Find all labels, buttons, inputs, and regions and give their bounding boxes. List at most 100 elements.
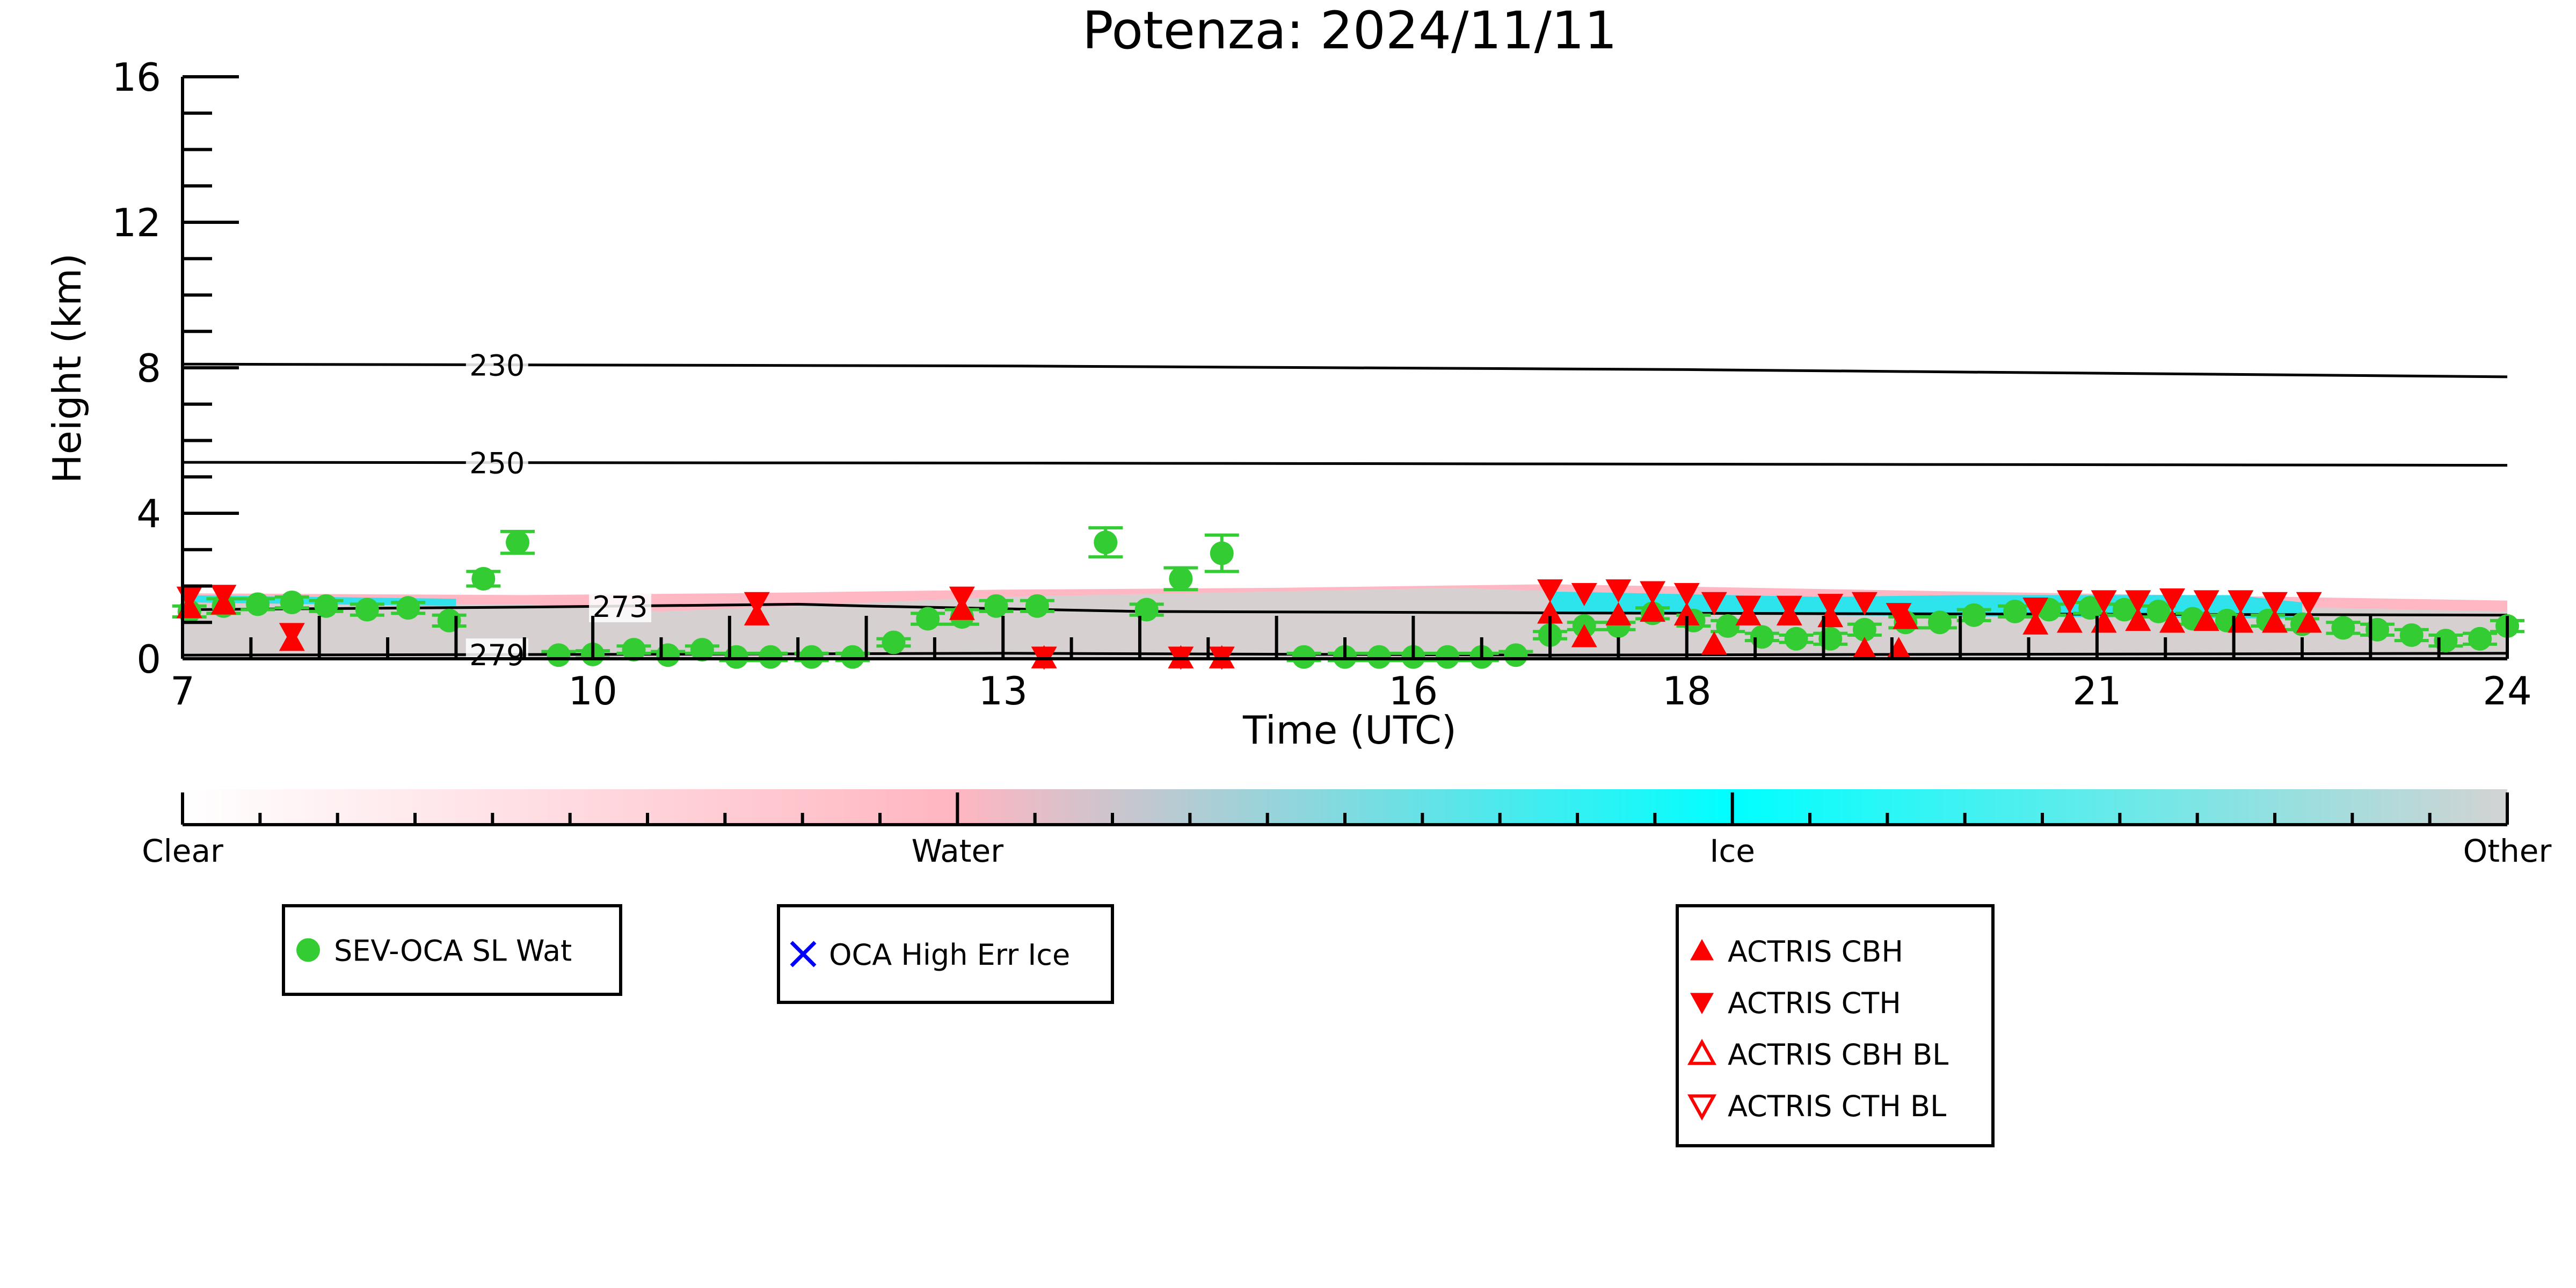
actris-cth-point <box>1851 592 1878 615</box>
x-tick-label: 7 <box>170 668 195 714</box>
legend-area: SEV-OCA SL Wat OCA High Err Ice ACTRIS CBH… <box>282 904 1995 1147</box>
sev-oca-sl-wat-point <box>314 594 338 618</box>
colorbar-label: Water <box>912 833 1004 869</box>
actris-cbh-point <box>1571 624 1597 647</box>
actris-cth-point <box>2022 597 2049 621</box>
x-tick-label: 13 <box>978 668 1028 714</box>
actris-cth-point <box>210 585 237 608</box>
sev-oca-sl-wat-point <box>2331 616 2355 640</box>
chart-title: Potenza: 2024/11/11 <box>1082 1 1617 61</box>
x-tick-label: 10 <box>568 668 617 714</box>
actris-cbh-point <box>1605 602 1632 625</box>
y-tick-label: 16 <box>112 55 161 100</box>
sev-oca-sl-wat-point <box>1094 530 1118 555</box>
sev-oca-sl-wat-point <box>882 630 906 654</box>
legend-label: OCA High Err Ice <box>829 938 1070 972</box>
sev-oca-sl-wat-point <box>1292 645 1316 669</box>
actris-cth-point <box>1673 583 1700 607</box>
isotherm-label-bg <box>465 446 528 479</box>
actris-cbh-point <box>2056 609 2083 633</box>
actris-cbh-point <box>2125 607 2151 631</box>
sev-oca-sl-wat-point <box>916 607 940 631</box>
isotherm-label-bg <box>589 590 652 622</box>
sev-oca-sl-wat-point <box>547 643 571 667</box>
colorbar-label: Ice <box>1709 833 1755 869</box>
actris-cbh-point <box>2022 611 2049 635</box>
sev-oca-sl-wat-point <box>1025 594 1049 618</box>
legend-box <box>777 904 1114 1004</box>
sev-oca-sl-wat-point <box>1169 566 1193 591</box>
legend-box <box>282 904 622 996</box>
sev-oca-sl-wat-point <box>841 645 865 669</box>
actris-cbh-point <box>2262 609 2288 633</box>
x-tick-label: 16 <box>1389 668 1438 714</box>
actris-cth-point <box>1776 595 1802 619</box>
actris-cth-point <box>2056 590 2083 614</box>
y-tick-label: 4 <box>136 491 161 536</box>
legend-label: ACTRIS CTH BL <box>1728 1089 1946 1123</box>
sev-oca-sl-wat-point <box>2112 598 2136 622</box>
legend-marker-triangle-down <box>1690 993 1714 1014</box>
y-tick-label: 8 <box>136 346 161 391</box>
actris-cth-point <box>2091 590 2117 614</box>
actris-cth-point <box>2125 590 2151 614</box>
actris-cth-point <box>1701 592 1727 615</box>
x-tick-label: 21 <box>2072 668 2122 714</box>
sev-oca-sl-wat-point <box>280 590 304 614</box>
actris-cth-point <box>744 592 770 615</box>
actris-cth-point <box>2296 592 2322 615</box>
actris-cth-point <box>279 623 305 646</box>
actris-cbh-point <box>2193 607 2220 631</box>
legend-label: SEV-OCA SL Wat <box>334 934 572 968</box>
isotherm-label: 230 <box>469 349 525 383</box>
isotherm-line <box>182 362 2508 379</box>
isotherm-label-bg <box>465 638 528 671</box>
sev-oca-sl-wat-point <box>2003 599 2027 623</box>
isotherm-line <box>182 461 2508 467</box>
sev-oca-sl-wat-point <box>471 566 496 591</box>
sev-oca-sl-wat-point <box>396 596 420 620</box>
sev-oca-sl-wat-point <box>1927 610 1952 635</box>
legend-marker-triangle-down-open <box>1687 1094 1717 1121</box>
actris-cth-point <box>1571 583 1597 607</box>
colorbar-label: Other <box>2463 833 2552 869</box>
sev-oca-sl-wat-point <box>1852 617 1876 642</box>
sev-oca-sl-wat-point <box>690 638 714 662</box>
actris-cth-point <box>949 586 975 610</box>
sev-oca-sl-wat-point <box>355 598 379 622</box>
actris-cth-point <box>2228 590 2254 614</box>
actris-cbh-point <box>2159 609 2185 633</box>
sev-oca-sl-wat-point <box>759 645 783 669</box>
y-tick-label: 12 <box>112 200 161 245</box>
x-axis-label: Time (UTC) <box>1242 708 1457 753</box>
legend-marker-x <box>790 941 817 967</box>
sev-oca-sl-wat-point <box>799 645 824 669</box>
legend-label: ACTRIS CBH BL <box>1728 1038 1948 1072</box>
actris-cth-point <box>1817 594 1844 617</box>
sev-oca-sl-wat-point <box>2146 599 2171 623</box>
actris-cth-point <box>1537 579 1563 603</box>
actris-cth-point <box>1605 579 1632 603</box>
sev-oca-sl-wat-point <box>1210 541 1234 565</box>
legend-label: ACTRIS CBH <box>1728 935 1903 969</box>
plot-area: 230 250 273 279 0 4 8 12 16 7 10 13 16 18 21 24 <box>112 55 2531 714</box>
actris-cth-point <box>1886 603 1912 627</box>
actris-cbh-point <box>1640 598 1666 622</box>
actris-cth-point <box>2193 590 2220 614</box>
isotherm-label-bg <box>465 348 528 381</box>
sev-oca-sl-wat-point <box>2078 596 2102 620</box>
actris-cbh-point <box>1537 600 1563 624</box>
sev-oca-sl-wat-point <box>1134 598 1159 622</box>
sev-oca-sl-wat-point <box>1504 643 1528 667</box>
x-tick-label: 24 <box>2483 668 2532 714</box>
legend-marker-triangle-up-open <box>1687 1038 1717 1065</box>
sev-oca-sl-wat-point <box>506 530 530 555</box>
legend-marker-triangle-up <box>1690 939 1714 960</box>
sev-oca-sl-wat-point <box>1784 627 1808 651</box>
sev-oca-sl-wat-point <box>1962 603 1986 627</box>
actris-cth-point <box>1640 581 1666 605</box>
sev-oca-sl-wat-point <box>984 594 1008 618</box>
isotherm-label: 279 <box>469 638 525 672</box>
y-axis-label: Height (km) <box>45 253 90 484</box>
